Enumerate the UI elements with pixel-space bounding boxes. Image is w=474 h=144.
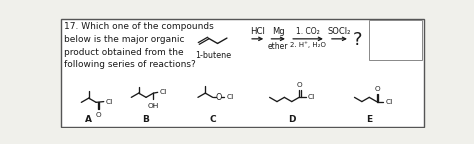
Text: D: D (288, 114, 295, 124)
Text: O: O (374, 86, 380, 92)
Text: Cl: Cl (160, 89, 167, 95)
Text: C: C (210, 114, 216, 124)
Text: Cl: Cl (308, 94, 315, 100)
Text: Cl: Cl (385, 99, 392, 105)
Text: Mg: Mg (272, 27, 284, 36)
Text: OH: OH (148, 103, 159, 109)
Text: Cl: Cl (105, 99, 112, 105)
Text: B: B (143, 114, 149, 124)
Text: 1. CO₂: 1. CO₂ (296, 27, 320, 36)
Text: 1-butene: 1-butene (195, 51, 231, 60)
Text: 2. H⁺, H₂O: 2. H⁺, H₂O (290, 41, 326, 48)
FancyBboxPatch shape (61, 19, 423, 127)
Text: O: O (216, 93, 222, 102)
Text: E: E (366, 114, 372, 124)
Text: 17. Which one of the compounds
below is the major organic
product obtained from : 17. Which one of the compounds below is … (64, 22, 214, 69)
Text: ?: ? (353, 31, 363, 49)
Text: SOCl₂: SOCl₂ (328, 27, 351, 36)
Text: A: A (85, 114, 92, 124)
Text: O: O (96, 112, 101, 118)
FancyBboxPatch shape (369, 20, 422, 60)
Text: HCl: HCl (250, 27, 265, 36)
Text: Cl: Cl (227, 94, 234, 100)
Text: O: O (297, 82, 303, 88)
Text: ether: ether (268, 41, 289, 51)
